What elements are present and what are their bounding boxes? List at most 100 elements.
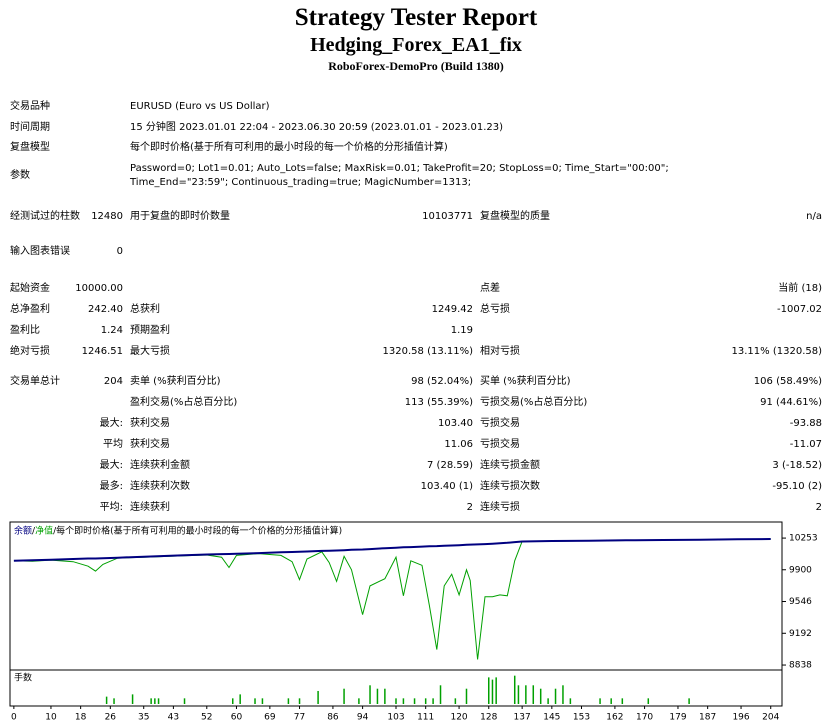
stat-value: 1249.42 bbox=[431, 304, 473, 315]
stat-value: 2 bbox=[466, 502, 473, 513]
volume-label: 手数 bbox=[14, 672, 32, 684]
x-tick-label: 137 bbox=[514, 713, 531, 723]
stat-label: 交易单总计 bbox=[10, 376, 60, 387]
x-tick-label: 120 bbox=[450, 713, 467, 723]
stat-value: 103.40 bbox=[438, 418, 473, 429]
legend-separator: / bbox=[53, 527, 57, 537]
x-tick-label: 0 bbox=[11, 713, 17, 723]
stat-label: 买单 (%获利百分比) bbox=[480, 376, 571, 387]
x-tick-label: 10 bbox=[45, 713, 57, 723]
stat-value: 11.06 bbox=[444, 439, 473, 450]
x-tick-label: 204 bbox=[762, 713, 779, 723]
x-tick-label: 103 bbox=[387, 713, 404, 723]
x-tick-label: 170 bbox=[636, 713, 653, 723]
stat-label: 相对亏损 bbox=[480, 346, 520, 357]
stat-value: 91 (44.61%) bbox=[760, 397, 822, 408]
stat-value: 242.40 bbox=[88, 304, 123, 315]
stat-value: n/a bbox=[806, 211, 822, 222]
info-value: EURUSD (Euro vs US Dollar) bbox=[130, 101, 270, 112]
x-tick-label: 94 bbox=[357, 713, 369, 723]
x-tick-label: 26 bbox=[105, 713, 117, 723]
info-value: Password=0; Lot1=0.01; Auto_Lots=false; … bbox=[130, 163, 669, 188]
stat-label: 连续获利金额 bbox=[130, 460, 190, 471]
stat-value: 2 bbox=[815, 502, 822, 513]
stat-value: 0 bbox=[116, 246, 123, 257]
stat-value: 13.11% (1320.58) bbox=[731, 346, 822, 357]
stat-value: 113 (55.39%) bbox=[404, 397, 473, 408]
stat-value: 12480 bbox=[91, 211, 123, 222]
x-tick-label: 145 bbox=[543, 713, 560, 723]
info-label: 参数 bbox=[10, 170, 30, 181]
report-subtitle: Hedging_Forex_EA1_fix bbox=[310, 34, 522, 56]
stat-label: 预期盈利 bbox=[130, 325, 170, 336]
x-tick-label: 111 bbox=[417, 713, 434, 723]
stat-label: 卖单 (%获利百分比) bbox=[130, 376, 221, 387]
x-tick-label: 60 bbox=[231, 713, 243, 723]
stat-value: 1.24 bbox=[100, 325, 123, 336]
x-tick-label: 86 bbox=[327, 713, 339, 723]
y-tick-label: 9900 bbox=[789, 565, 812, 575]
stat-label: 用于复盘的即时价数量 bbox=[130, 211, 230, 222]
series-line bbox=[13, 538, 771, 562]
stat-label: 点差 bbox=[480, 283, 500, 294]
stat-value: 7 (28.59) bbox=[427, 460, 473, 471]
stat-label: 盈利比 bbox=[10, 325, 40, 336]
info-value: 每个即时价格(基于所有可利用的最小时段的每一个价格的分形插值计算) bbox=[130, 142, 448, 153]
stat-label: 连续亏损金额 bbox=[480, 460, 540, 471]
stat-value: -1007.02 bbox=[777, 304, 822, 315]
stat-value: 1246.51 bbox=[81, 346, 123, 357]
info-label: 复盘模型 bbox=[10, 142, 50, 153]
stat-value: 204 bbox=[103, 376, 123, 387]
stat-label: 起始资金 bbox=[10, 283, 50, 294]
x-tick-label: 179 bbox=[669, 713, 686, 723]
x-tick-label: 18 bbox=[75, 713, 87, 723]
stat-label: 总净盈利 bbox=[10, 304, 50, 315]
stat-value: 1320.58 (13.11%) bbox=[382, 346, 473, 357]
stat-label: 亏损交易(%占总百分比) bbox=[480, 397, 588, 408]
stat-value: -11.07 bbox=[789, 439, 822, 450]
stat-label: 经测试过的柱数 bbox=[10, 211, 80, 222]
stat-label: 获利交易 bbox=[130, 418, 170, 429]
legend-note: 每个即时价格(基于所有可利用的最小时段的每一个价格的分形插值计算) bbox=[56, 525, 342, 537]
stat-label: 复盘模型的质量 bbox=[480, 211, 550, 222]
x-tick-label: 187 bbox=[699, 713, 716, 723]
info-label: 时间周期 bbox=[10, 122, 50, 133]
info-label: 交易品种 bbox=[10, 101, 50, 112]
y-tick-label: 8838 bbox=[789, 661, 812, 671]
stat-label: 总获利 bbox=[130, 304, 160, 315]
stat-value: 10000.00 bbox=[75, 283, 123, 294]
extreme-label: 最多: bbox=[99, 481, 123, 492]
x-tick-label: 162 bbox=[606, 713, 623, 723]
stat-value: 103.40 (1) bbox=[420, 481, 473, 492]
extreme-label: 最大: bbox=[99, 460, 123, 471]
report-title: Strategy Tester Report bbox=[294, 4, 538, 31]
x-tick-label: 43 bbox=[168, 713, 179, 723]
stat-value: 106 (58.49%) bbox=[753, 376, 822, 387]
x-tick-label: 35 bbox=[138, 713, 149, 723]
stat-label: 亏损交易 bbox=[480, 439, 520, 450]
stat-label: 连续亏损次数 bbox=[480, 481, 540, 492]
x-tick-label: 196 bbox=[732, 713, 749, 723]
legend-entry: 余额 bbox=[14, 525, 32, 537]
y-tick-label: 9192 bbox=[789, 629, 812, 639]
stat-label: 绝对亏损 bbox=[10, 346, 50, 357]
x-tick-label: 128 bbox=[480, 713, 497, 723]
info-value: 15 分钟图 2023.01.01 22:04 - 2023.06.30 20:… bbox=[130, 122, 504, 133]
stat-value: -93.88 bbox=[789, 418, 822, 429]
legend-entry: 净值 bbox=[35, 525, 53, 537]
y-tick-label: 9546 bbox=[789, 597, 812, 607]
stat-label: 亏损交易 bbox=[480, 418, 520, 429]
y-tick-label: 10253 bbox=[789, 534, 818, 544]
stat-label: 最大亏损 bbox=[130, 346, 170, 357]
stat-value: 10103771 bbox=[422, 211, 473, 222]
stat-label: 获利交易 bbox=[130, 439, 170, 450]
extreme-label: 平均: bbox=[99, 502, 123, 513]
stat-value: 98 (52.04%) bbox=[411, 376, 473, 387]
x-tick-label: 69 bbox=[264, 713, 276, 723]
stat-value: 3 (-18.52) bbox=[772, 460, 822, 471]
stat-label: 连续获利 bbox=[130, 502, 170, 513]
legend-separator: / bbox=[32, 527, 36, 537]
report-broker: RoboForex-DemoPro (Build 1380) bbox=[328, 59, 504, 73]
